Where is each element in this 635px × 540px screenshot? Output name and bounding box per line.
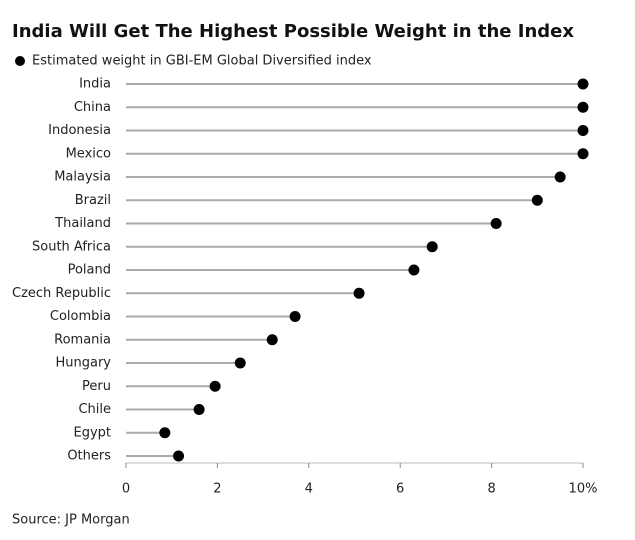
dot <box>577 125 589 136</box>
dot <box>353 287 365 299</box>
y-tick-label: Colombia <box>50 309 111 324</box>
x-tick-label: 6 <box>396 482 404 497</box>
dot <box>426 241 438 253</box>
dot <box>289 311 301 322</box>
y-tick-label: Indonesia <box>48 123 111 138</box>
dot <box>234 357 246 369</box>
y-tick-label: China <box>74 100 111 115</box>
y-tick-label: India <box>79 77 111 92</box>
y-tick-label: Thailand <box>54 216 111 231</box>
y-tick-label: Romania <box>54 332 111 347</box>
dot <box>408 264 420 276</box>
dot <box>209 380 221 392</box>
y-tick-label: South Africa <box>32 239 111 254</box>
legend-swatch <box>15 56 25 66</box>
legend-label: Estimated weight in GBI-EM Global Divers… <box>32 54 372 69</box>
chart-title: India Will Get The Highest Possible Weig… <box>12 21 574 42</box>
y-tick-label: Chile <box>78 402 111 417</box>
x-tick-label: 8 <box>487 482 495 497</box>
x-tick-label: 10% <box>569 482 598 497</box>
dot <box>490 218 502 229</box>
dot <box>577 78 589 90</box>
y-tick-label: Peru <box>82 379 111 394</box>
y-tick-label: Poland <box>68 263 111 278</box>
x-tick-label: 2 <box>213 482 221 497</box>
y-tick-label: Czech Republic <box>12 286 111 301</box>
y-tick-label: Brazil <box>75 193 111 208</box>
y-tick-label: Hungary <box>55 356 111 371</box>
y-tick-label: Egypt <box>73 425 111 440</box>
y-tick-label: Malaysia <box>54 170 111 185</box>
dot <box>266 334 278 346</box>
source-note: Source: JP Morgan <box>12 513 130 528</box>
dot <box>193 404 205 415</box>
dot <box>577 101 589 113</box>
y-tick-label: Mexico <box>66 146 111 161</box>
dot <box>577 148 589 160</box>
x-tick-label: 0 <box>122 482 130 497</box>
x-tick-label: 4 <box>305 482 313 497</box>
dot <box>531 194 543 206</box>
y-tick-label: Others <box>67 449 111 464</box>
dot <box>159 427 171 439</box>
dot <box>554 171 566 183</box>
dot <box>173 450 185 462</box>
